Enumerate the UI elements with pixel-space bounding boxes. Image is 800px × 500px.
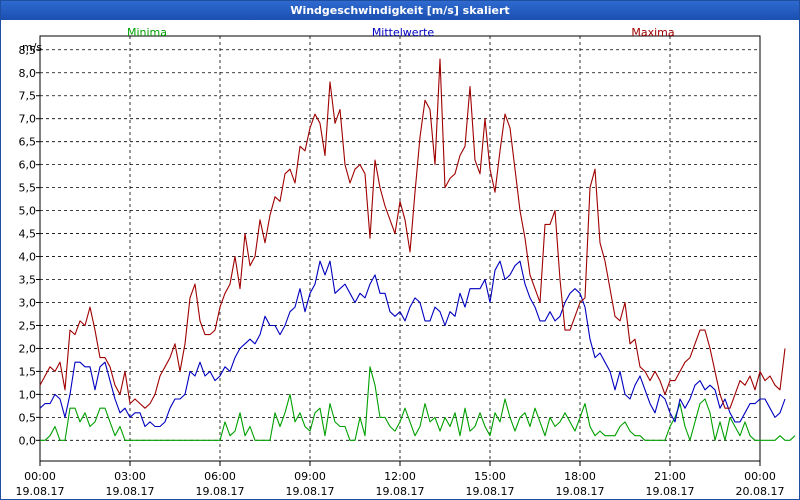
legend-mittelwerte: Mittelwerte (372, 26, 435, 39)
x-tick-time: 09:00 (294, 470, 326, 483)
y-tick-label: 2,0 (19, 342, 37, 355)
y-tick-label: 5,0 (19, 205, 37, 218)
y-tick-label: 1,5 (19, 365, 37, 378)
y-tick-label: 0,0 (19, 434, 37, 447)
y-tick-label: 0,5 (19, 411, 37, 424)
y-tick-label: 6,0 (19, 159, 37, 172)
series-line-min (40, 366, 796, 441)
x-tick-date: 19.08.17 (466, 485, 515, 498)
x-tick-date: 19.08.17 (16, 485, 65, 498)
x-tick-time: 18:00 (564, 470, 596, 483)
x-tick-date: 19.08.17 (376, 485, 425, 498)
y-tick-label: 4,5 (19, 228, 37, 241)
labels: 0,0 0,5 1,0 1,5 2,0 2,5 3,0 3,5 4,0 4,5 5,0 5,5 6,0 6… (16, 26, 785, 498)
x-tick-date: 19.08.17 (196, 485, 245, 498)
chart-title: Windgeschwindigkeit [m/s] skaliert (1, 1, 799, 20)
y-tick-label: 8,5 (19, 44, 37, 57)
x-tick-date: 20.08.17 (736, 485, 785, 498)
axes (36, 35, 761, 466)
x-tick-time: 00:00 (24, 470, 56, 483)
series-line-mean (39, 260, 786, 428)
series-line-max (39, 58, 786, 409)
y-tick-label: 8,0 (19, 67, 37, 80)
y-axis-unit-label: m/s (22, 41, 42, 54)
x-tick-time: 06:00 (204, 470, 236, 483)
legend-maxima: Maxima (631, 26, 674, 39)
y-tick-label: 3,0 (19, 296, 37, 309)
y-tick-label: 7,0 (19, 113, 37, 126)
x-tick-time: 03:00 (114, 470, 146, 483)
x-tick-date: 19.08.17 (106, 485, 155, 498)
plot-frame (39, 35, 761, 462)
x-tick-time: 12:00 (384, 470, 416, 483)
x-tick-time: 00:00 (744, 470, 776, 483)
x-tick-date: 19.08.17 (556, 485, 605, 498)
legend-minima: Minima (127, 26, 167, 39)
x-tick-time: 15:00 (474, 470, 506, 483)
y-tick-label: 2,5 (19, 319, 37, 332)
y-tick-label: 3,5 (19, 274, 37, 287)
series-lines (39, 58, 796, 441)
x-tick-date: 19.08.17 (286, 485, 335, 498)
y-tick-label: 6,5 (19, 136, 37, 149)
y-tick-label: 4,0 (19, 251, 37, 264)
y-tick-label: 7,5 (19, 90, 37, 103)
y-tick-label: 5,5 (19, 182, 37, 195)
x-tick-date: 19.08.17 (646, 485, 695, 498)
x-tick-time: 21:00 (654, 470, 686, 483)
y-tick-label: 1,0 (19, 388, 37, 401)
grid (40, 36, 760, 461)
